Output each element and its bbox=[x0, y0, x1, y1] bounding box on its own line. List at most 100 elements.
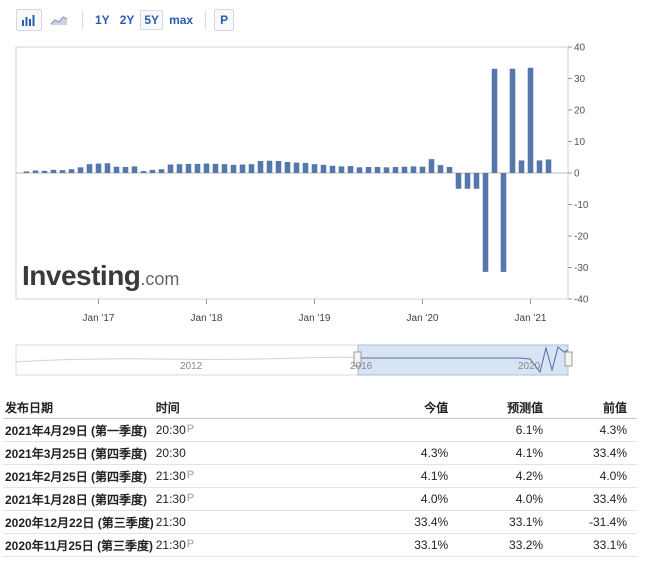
cell-actual-text: 4.1% bbox=[420, 469, 449, 483]
cell-forecast-text: 4.0% bbox=[515, 492, 544, 506]
drag-handle-icon[interactable] bbox=[564, 351, 573, 367]
cell-date: 2021年2月25日 (第四季度) bbox=[3, 464, 154, 488]
range-1y-button[interactable]: 1Y bbox=[95, 13, 110, 27]
bar-chart-icon[interactable] bbox=[16, 9, 42, 31]
bar[interactable] bbox=[86, 164, 93, 173]
bar[interactable] bbox=[311, 164, 318, 173]
bar[interactable] bbox=[446, 167, 453, 173]
cell-actual: 33.4% bbox=[248, 510, 449, 534]
bar[interactable] bbox=[95, 163, 102, 173]
bar[interactable] bbox=[23, 171, 30, 173]
bar[interactable] bbox=[194, 163, 201, 173]
y-tick-label: 40 bbox=[574, 43, 586, 54]
bar[interactable] bbox=[221, 164, 228, 173]
bar[interactable] bbox=[68, 169, 75, 173]
bar[interactable] bbox=[275, 161, 282, 173]
drag-handle-icon[interactable] bbox=[353, 351, 362, 367]
bar[interactable] bbox=[383, 167, 390, 173]
cell-previous-text: 4.0% bbox=[599, 469, 627, 483]
bar[interactable] bbox=[230, 164, 237, 173]
bar[interactable] bbox=[473, 173, 480, 189]
bar[interactable] bbox=[392, 167, 399, 173]
cell-forecast: 33.1% bbox=[448, 510, 544, 534]
bar[interactable] bbox=[149, 169, 156, 173]
navigator-selection[interactable] bbox=[357, 344, 569, 376]
cell-actual: 33.1% bbox=[248, 533, 449, 557]
bar[interactable] bbox=[320, 164, 327, 173]
bar[interactable] bbox=[509, 68, 516, 173]
bar[interactable] bbox=[527, 67, 534, 173]
bar[interactable] bbox=[257, 161, 264, 173]
bar[interactable] bbox=[545, 159, 552, 173]
investing-logo: Investing.com bbox=[22, 260, 179, 292]
bar[interactable] bbox=[302, 162, 309, 173]
bar[interactable] bbox=[464, 173, 471, 189]
bar[interactable] bbox=[32, 170, 39, 173]
bar[interactable] bbox=[428, 159, 435, 173]
bar[interactable] bbox=[266, 160, 273, 173]
bar[interactable] bbox=[482, 173, 489, 272]
bar[interactable] bbox=[59, 170, 66, 173]
bar[interactable] bbox=[293, 162, 300, 173]
bar[interactable] bbox=[329, 165, 336, 173]
cell-forecast: 4.0% bbox=[448, 487, 544, 511]
bar[interactable] bbox=[131, 166, 138, 173]
bar[interactable] bbox=[77, 167, 84, 173]
header-previous: 前值 bbox=[543, 399, 637, 419]
bar[interactable] bbox=[41, 170, 48, 173]
bar[interactable] bbox=[140, 171, 147, 173]
bar[interactable] bbox=[122, 167, 129, 173]
bar[interactable] bbox=[401, 166, 408, 173]
cell-actual: 4.1% bbox=[248, 464, 449, 488]
bar[interactable] bbox=[185, 163, 192, 173]
bar[interactable] bbox=[203, 163, 210, 173]
cell-forecast: 6.1% bbox=[448, 418, 544, 442]
bar[interactable] bbox=[365, 167, 372, 173]
bar[interactable] bbox=[500, 173, 507, 272]
cell-actual-text: 33.4% bbox=[414, 515, 449, 529]
cell-previous-text: 33.4% bbox=[592, 446, 627, 460]
table-row: 2021年2月25日 (第四季度) 21:30P 4.1% 4.2% 4.0% bbox=[3, 464, 637, 488]
bar[interactable] bbox=[113, 166, 120, 173]
cell-time-text: 21:30 bbox=[155, 538, 186, 552]
bar[interactable] bbox=[284, 161, 291, 173]
bar[interactable] bbox=[356, 167, 363, 173]
bar[interactable] bbox=[167, 164, 174, 174]
bar[interactable] bbox=[347, 166, 354, 173]
navigator[interactable]: 2012 2016 2020 bbox=[15, 344, 573, 376]
cell-actual: 4.0% bbox=[248, 487, 449, 511]
bar[interactable] bbox=[374, 167, 381, 173]
area-chart-icon[interactable] bbox=[46, 9, 72, 31]
cell-time: 20:30P bbox=[153, 418, 249, 442]
bar[interactable] bbox=[338, 166, 345, 173]
logo-sub: .com bbox=[140, 269, 180, 289]
bar[interactable] bbox=[158, 169, 165, 173]
range-max-button[interactable]: max bbox=[169, 13, 194, 27]
bar[interactable] bbox=[248, 164, 255, 173]
header-actual: 今值 bbox=[248, 399, 449, 419]
bar[interactable] bbox=[536, 160, 543, 173]
bar[interactable] bbox=[410, 166, 417, 173]
bar[interactable] bbox=[437, 165, 444, 174]
bar[interactable] bbox=[239, 164, 246, 174]
cell-time: 21:30P bbox=[153, 464, 249, 488]
cell-previous: 33.4% bbox=[543, 487, 637, 511]
y-tick-label: -40 bbox=[574, 295, 589, 306]
preliminary-toggle-button[interactable]: P bbox=[214, 9, 235, 31]
range-2y-button[interactable]: 2Y bbox=[119, 13, 135, 27]
bar[interactable] bbox=[176, 164, 183, 173]
bar[interactable] bbox=[212, 163, 219, 173]
bar[interactable] bbox=[419, 166, 426, 173]
bar[interactable] bbox=[50, 169, 57, 173]
range-5y-button[interactable]: 5Y bbox=[140, 10, 164, 30]
bar[interactable] bbox=[104, 163, 111, 173]
bar[interactable] bbox=[518, 160, 525, 173]
bar[interactable] bbox=[455, 173, 462, 189]
cell-date: 2020年12月22日 (第三季度) bbox=[3, 510, 154, 534]
cell-time: 21:30P bbox=[153, 487, 249, 511]
cell-forecast-text: 6.1% bbox=[515, 423, 544, 437]
x-tick-label: Jan '19 bbox=[299, 313, 331, 324]
bar[interactable] bbox=[491, 68, 498, 173]
y-tick-label: -20 bbox=[574, 232, 589, 243]
logo-main: Investing bbox=[22, 260, 141, 291]
